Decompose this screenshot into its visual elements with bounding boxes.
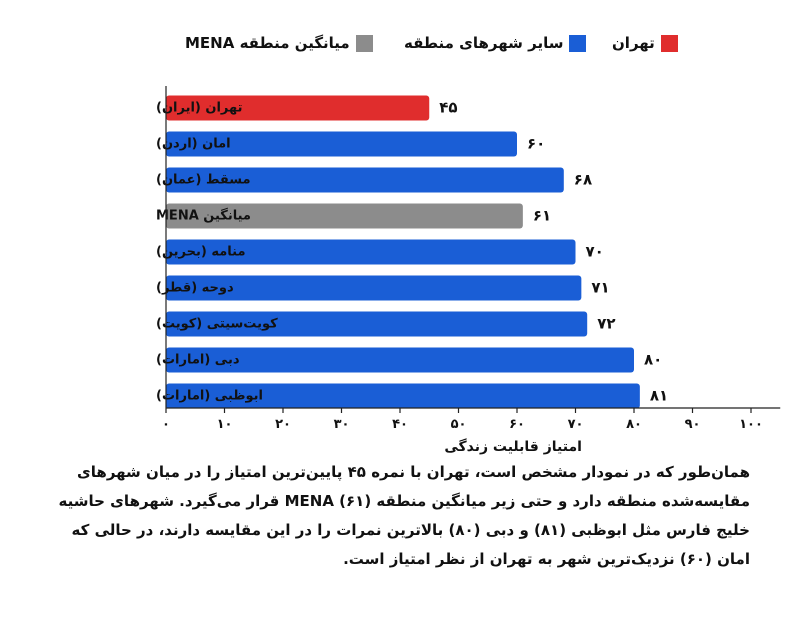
category-label-6: کویت‌سیتی (کویت): [156, 317, 278, 332]
legend-swatch-tehran: [660, 34, 678, 52]
legend-item-mena-average: میانگین منطقه MENA: [185, 28, 373, 58]
x-tick-label-5: ۵۰: [451, 417, 467, 432]
x-tick-label-10: ۱۰۰: [739, 417, 763, 432]
bar-4: [166, 239, 576, 265]
legend-item-other-cities: سایر شهرهای منطقه: [404, 28, 587, 58]
bar-3: [166, 203, 523, 229]
value-label-5: ۷۱: [591, 279, 609, 297]
value-label-0: ۴۵: [439, 99, 457, 117]
chart-legend: تهران سایر شهرهای منطقه میانگین منطقه ME…: [0, 28, 785, 58]
category-label-3: میانگین MENA: [156, 208, 251, 224]
bar-8: [166, 383, 640, 409]
category-label-0: تهران (ایران): [156, 101, 243, 116]
category-label-1: امان (اردن): [156, 137, 231, 152]
value-label-7: ۸۰: [644, 351, 662, 369]
x-tick-label-0: ۰: [162, 417, 170, 432]
value-label-1: ۶۰: [527, 135, 545, 153]
legend-swatch-other-cities: [569, 34, 587, 52]
bar-7: [166, 347, 634, 373]
category-label-2: مسقط (عمان): [156, 173, 251, 188]
legend-swatch-mena-average: [355, 34, 373, 52]
x-tick-label-9: ۹۰: [685, 417, 701, 432]
category-label-4: منامه (بحرین): [156, 245, 246, 260]
bar-5: [166, 275, 582, 301]
x-tick-label-1: ۱۰: [217, 417, 233, 432]
bar-2: [166, 167, 564, 193]
category-label-8: ابوظبی (امارات): [156, 389, 263, 404]
value-label-3: ۶۱: [533, 207, 551, 225]
bar-chart: تهران (ایران) ۴۵ امان (اردن) ۶۰ مسقط (عمان) ۶…: [156, 86, 781, 455]
legend-label-tehran: تهران: [612, 34, 655, 52]
bar-1: [166, 131, 517, 157]
value-label-6: ۷۲: [597, 315, 615, 333]
value-label-4: ۷۰: [586, 243, 604, 261]
x-tick-label-8: ۸۰: [626, 417, 642, 432]
x-tick-label-3: ۳۰: [334, 417, 350, 432]
x-axis-title: امتیاز قابلیت زندگی: [444, 438, 582, 455]
legend-label-mena-average: میانگین منطقه MENA: [185, 34, 350, 52]
bar-0: [166, 95, 430, 121]
value-label-8: ۸۱: [650, 387, 668, 405]
chart-caption: همان‌طور که در نمودار مشخص است، تهران با…: [58, 463, 750, 568]
x-tick-label-2: ۲۰: [275, 417, 291, 432]
bar-6: [166, 311, 588, 337]
value-label-2: ۶۸: [574, 171, 592, 189]
x-tick-label-6: ۶۰: [509, 417, 525, 432]
x-tick-label-4: ۴۰: [392, 417, 408, 432]
legend-label-other-cities: سایر شهرهای منطقه: [404, 34, 564, 52]
category-label-5: دوحه (قطر): [156, 281, 234, 296]
x-tick-label-7: ۷۰: [568, 417, 584, 432]
category-label-7: دبی (امارات): [156, 353, 240, 368]
legend-item-tehran: تهران: [612, 28, 678, 58]
